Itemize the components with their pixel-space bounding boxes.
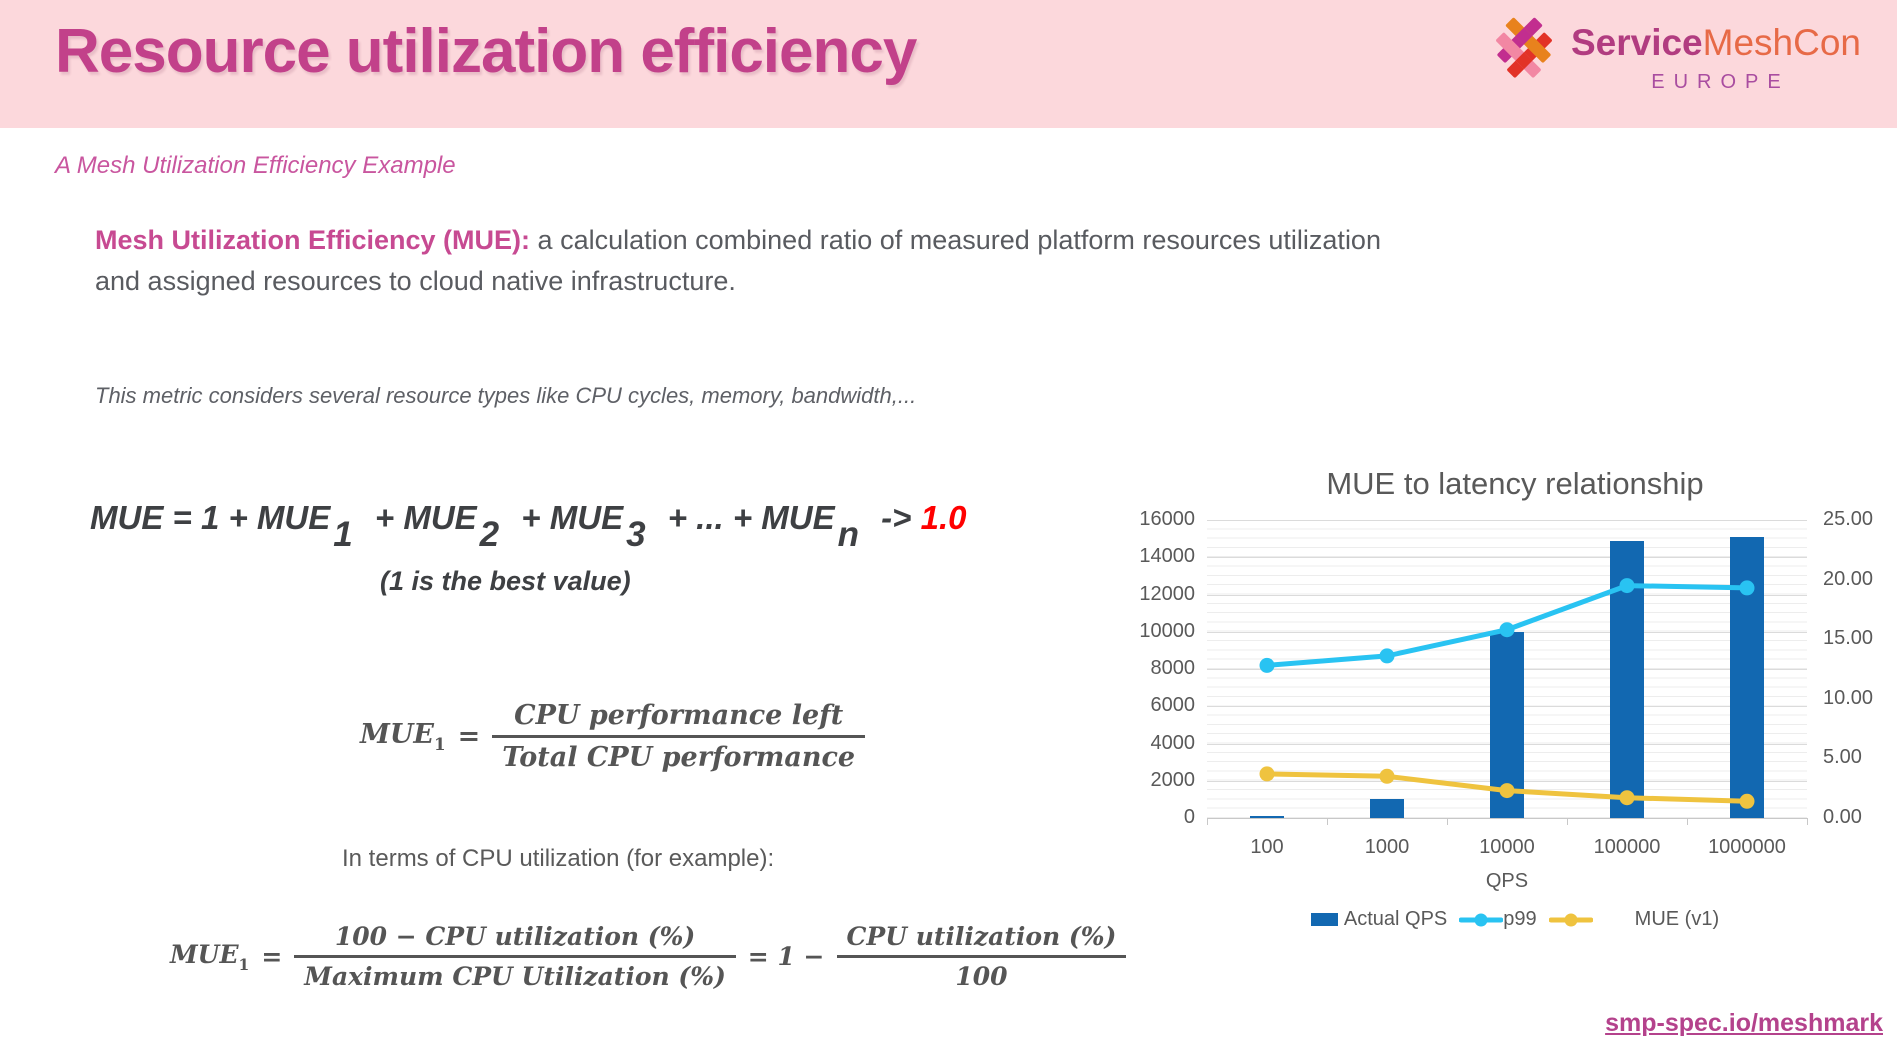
left-axis-label: 4000	[1150, 731, 1196, 754]
bar-actual-qps	[1490, 631, 1524, 818]
legend-label: MUE (v1)	[1634, 908, 1720, 930]
mue-sum-target: 1.0	[920, 499, 967, 536]
legend-line-swatch	[1459, 913, 1504, 926]
legend-line-swatch	[1548, 913, 1593, 926]
mue-sum-subscript: 3	[626, 515, 646, 554]
left-axis-label: 6000	[1150, 694, 1196, 717]
right-axis-label: 15.00	[1823, 627, 1874, 650]
left-axis-label: 0	[1183, 806, 1195, 828]
mue-sum-formula: MUE = 1 + MUE1 + MUE2 + MUE3 + ... + MUE…	[90, 498, 967, 597]
legend-item-actual-qps: Actual QPS	[1310, 908, 1448, 931]
legend-bar-swatch	[1310, 913, 1338, 926]
right-axis-label: 0.00	[1823, 806, 1862, 828]
header-band	[0, 0, 1897, 128]
intro-paragraph: Mesh Utilization Efficiency (MUE): a cal…	[95, 220, 1395, 301]
x-axis-category-label: 100	[1250, 836, 1284, 858]
cpu-eq: =	[261, 942, 283, 971]
mue-sum-lead: = 1 + MUE	[163, 499, 331, 536]
legend-item-mue-v1-: MUE (v1)	[1548, 908, 1720, 931]
x-axis-title: QPS	[1485, 870, 1529, 892]
legend-label: p99	[1503, 908, 1537, 930]
cpu-mid: = 1 −	[747, 942, 825, 971]
cpu-lhs: MUE1	[170, 939, 250, 974]
gridline	[1207, 557, 1807, 559]
right-axis-label: 10.00	[1823, 686, 1874, 709]
left-axis-label: 14000	[1139, 545, 1195, 568]
mue-sum-subscript: 1	[333, 515, 353, 554]
logo-brand-bold: Service	[1570, 22, 1703, 63]
bar-actual-qps	[1250, 816, 1284, 818]
left-axis-label: 10000	[1139, 619, 1195, 642]
left-axis-label: 12000	[1139, 582, 1195, 605]
left-axis-label: 16000	[1139, 508, 1195, 530]
right-axis-label: 25.00	[1823, 508, 1874, 530]
mue-sum-joiner: + ... + MUE	[658, 499, 835, 536]
bar-actual-qps	[1730, 536, 1764, 818]
slide-subtitle: A Mesh Utilization Efficiency Example	[55, 152, 456, 179]
x-axis-tick	[1807, 818, 1808, 825]
cpu-frac2-numerator: CPU utilization (%)	[836, 922, 1127, 958]
marker-mue-v1-	[1259, 766, 1275, 782]
mue1-eq: =	[457, 721, 481, 752]
x-axis-category-label: 10000	[1479, 836, 1535, 858]
x-axis-category-label: 1000000	[1708, 836, 1786, 858]
metric-note: This metric considers several resource t…	[95, 383, 917, 408]
bar-actual-qps	[1370, 799, 1404, 818]
mue-sum-joiner: ->	[872, 499, 921, 536]
gridline	[1207, 520, 1807, 521]
x-axis-tick	[1327, 818, 1328, 825]
mue1-denominator: Total CPU performance	[502, 742, 856, 773]
cpu-utilization-formula: MUE1 = 100 − CPU utilization (%) Maximum…	[170, 922, 1127, 991]
logo-text: ServiceMeshCon EUROPE	[1571, 22, 1861, 94]
cpu-fraction-2: CPU utilization (%) 100	[836, 922, 1127, 991]
cpu-frac1-numerator: 100 − CPU utilization (%)	[294, 922, 736, 958]
mue1-formula: MUE1 = CPU performance left Total CPU pe…	[360, 700, 866, 773]
logo-wordmark: ServiceMeshCon	[1571, 22, 1861, 64]
mue-sum-joiner: + MUE	[365, 499, 477, 536]
legend-item-p99: p99	[1459, 908, 1537, 931]
logo-brand-rest: MeshCon	[1702, 22, 1861, 63]
right-axis-label: 20.00	[1823, 567, 1874, 590]
gridline	[1207, 594, 1807, 596]
x-axis-tick	[1207, 818, 1208, 825]
mue1-fraction: CPU performance left Total CPU performan…	[492, 700, 866, 773]
mue-sum-line: MUE = 1 + MUE1 + MUE2 + MUE3 + ... + MUE…	[90, 498, 967, 554]
intro-lead: Mesh Utilization Efficiency (MUE):	[95, 225, 531, 255]
marker-p99	[1259, 657, 1275, 673]
best-value-note: (1 is the best value)	[380, 566, 631, 596]
cpu-fraction-1: 100 − CPU utilization (%) Maximum CPU Ut…	[294, 922, 736, 991]
x-axis-tick	[1567, 818, 1568, 825]
marker-p99	[1379, 648, 1395, 664]
mue-latency-chart: MUE to latency relationship QPS Actual Q…	[1135, 458, 1895, 948]
servicemeshcon-logo: ServiceMeshCon EUROPE	[1489, 12, 1861, 94]
right-axis-label: 5.00	[1823, 746, 1862, 769]
mue-sum-joiner: + MUE	[512, 499, 624, 536]
intro-body: a calculation combined ratio of measured…	[95, 225, 1381, 296]
left-axis-label: 8000	[1150, 657, 1196, 679]
slide-title: Resource utilization efficiency	[55, 17, 917, 86]
x-axis-tick	[1687, 818, 1688, 825]
chart-legend: Actual QPS p99 MUE (v1)	[1135, 908, 1895, 931]
logo-weave-icon	[1496, 17, 1552, 78]
chart-plot-area	[1207, 520, 1808, 825]
chart-title: MUE to latency relationship	[1326, 466, 1704, 501]
logo-region: EUROPE	[1651, 71, 1790, 93]
mue-sum-subscript: n	[837, 515, 860, 554]
meshmark-link[interactable]: smp-spec.io/meshmark	[1605, 1009, 1883, 1037]
bar-actual-qps	[1610, 540, 1644, 818]
x-axis-line	[1207, 818, 1807, 819]
left-axis-label: 2000	[1150, 768, 1196, 791]
legend-label: Actual QPS	[1343, 908, 1448, 930]
mue1-numerator: CPU performance left	[492, 700, 866, 738]
x-axis-category-label: 100000	[1593, 836, 1661, 858]
x-axis-category-label: 1000	[1364, 836, 1410, 858]
x-axis-tick	[1447, 818, 1448, 825]
mue1-lhs: MUE1	[360, 719, 446, 754]
mue-sum-head: MUE	[90, 499, 164, 536]
in-terms-caption: In terms of CPU utilization (for example…	[342, 845, 775, 872]
cpu-frac1-denominator: Maximum CPU Utilization (%)	[304, 962, 726, 991]
cpu-frac2-denominator: 100	[955, 962, 1008, 991]
mue-sum-subscript: 2	[479, 515, 500, 554]
